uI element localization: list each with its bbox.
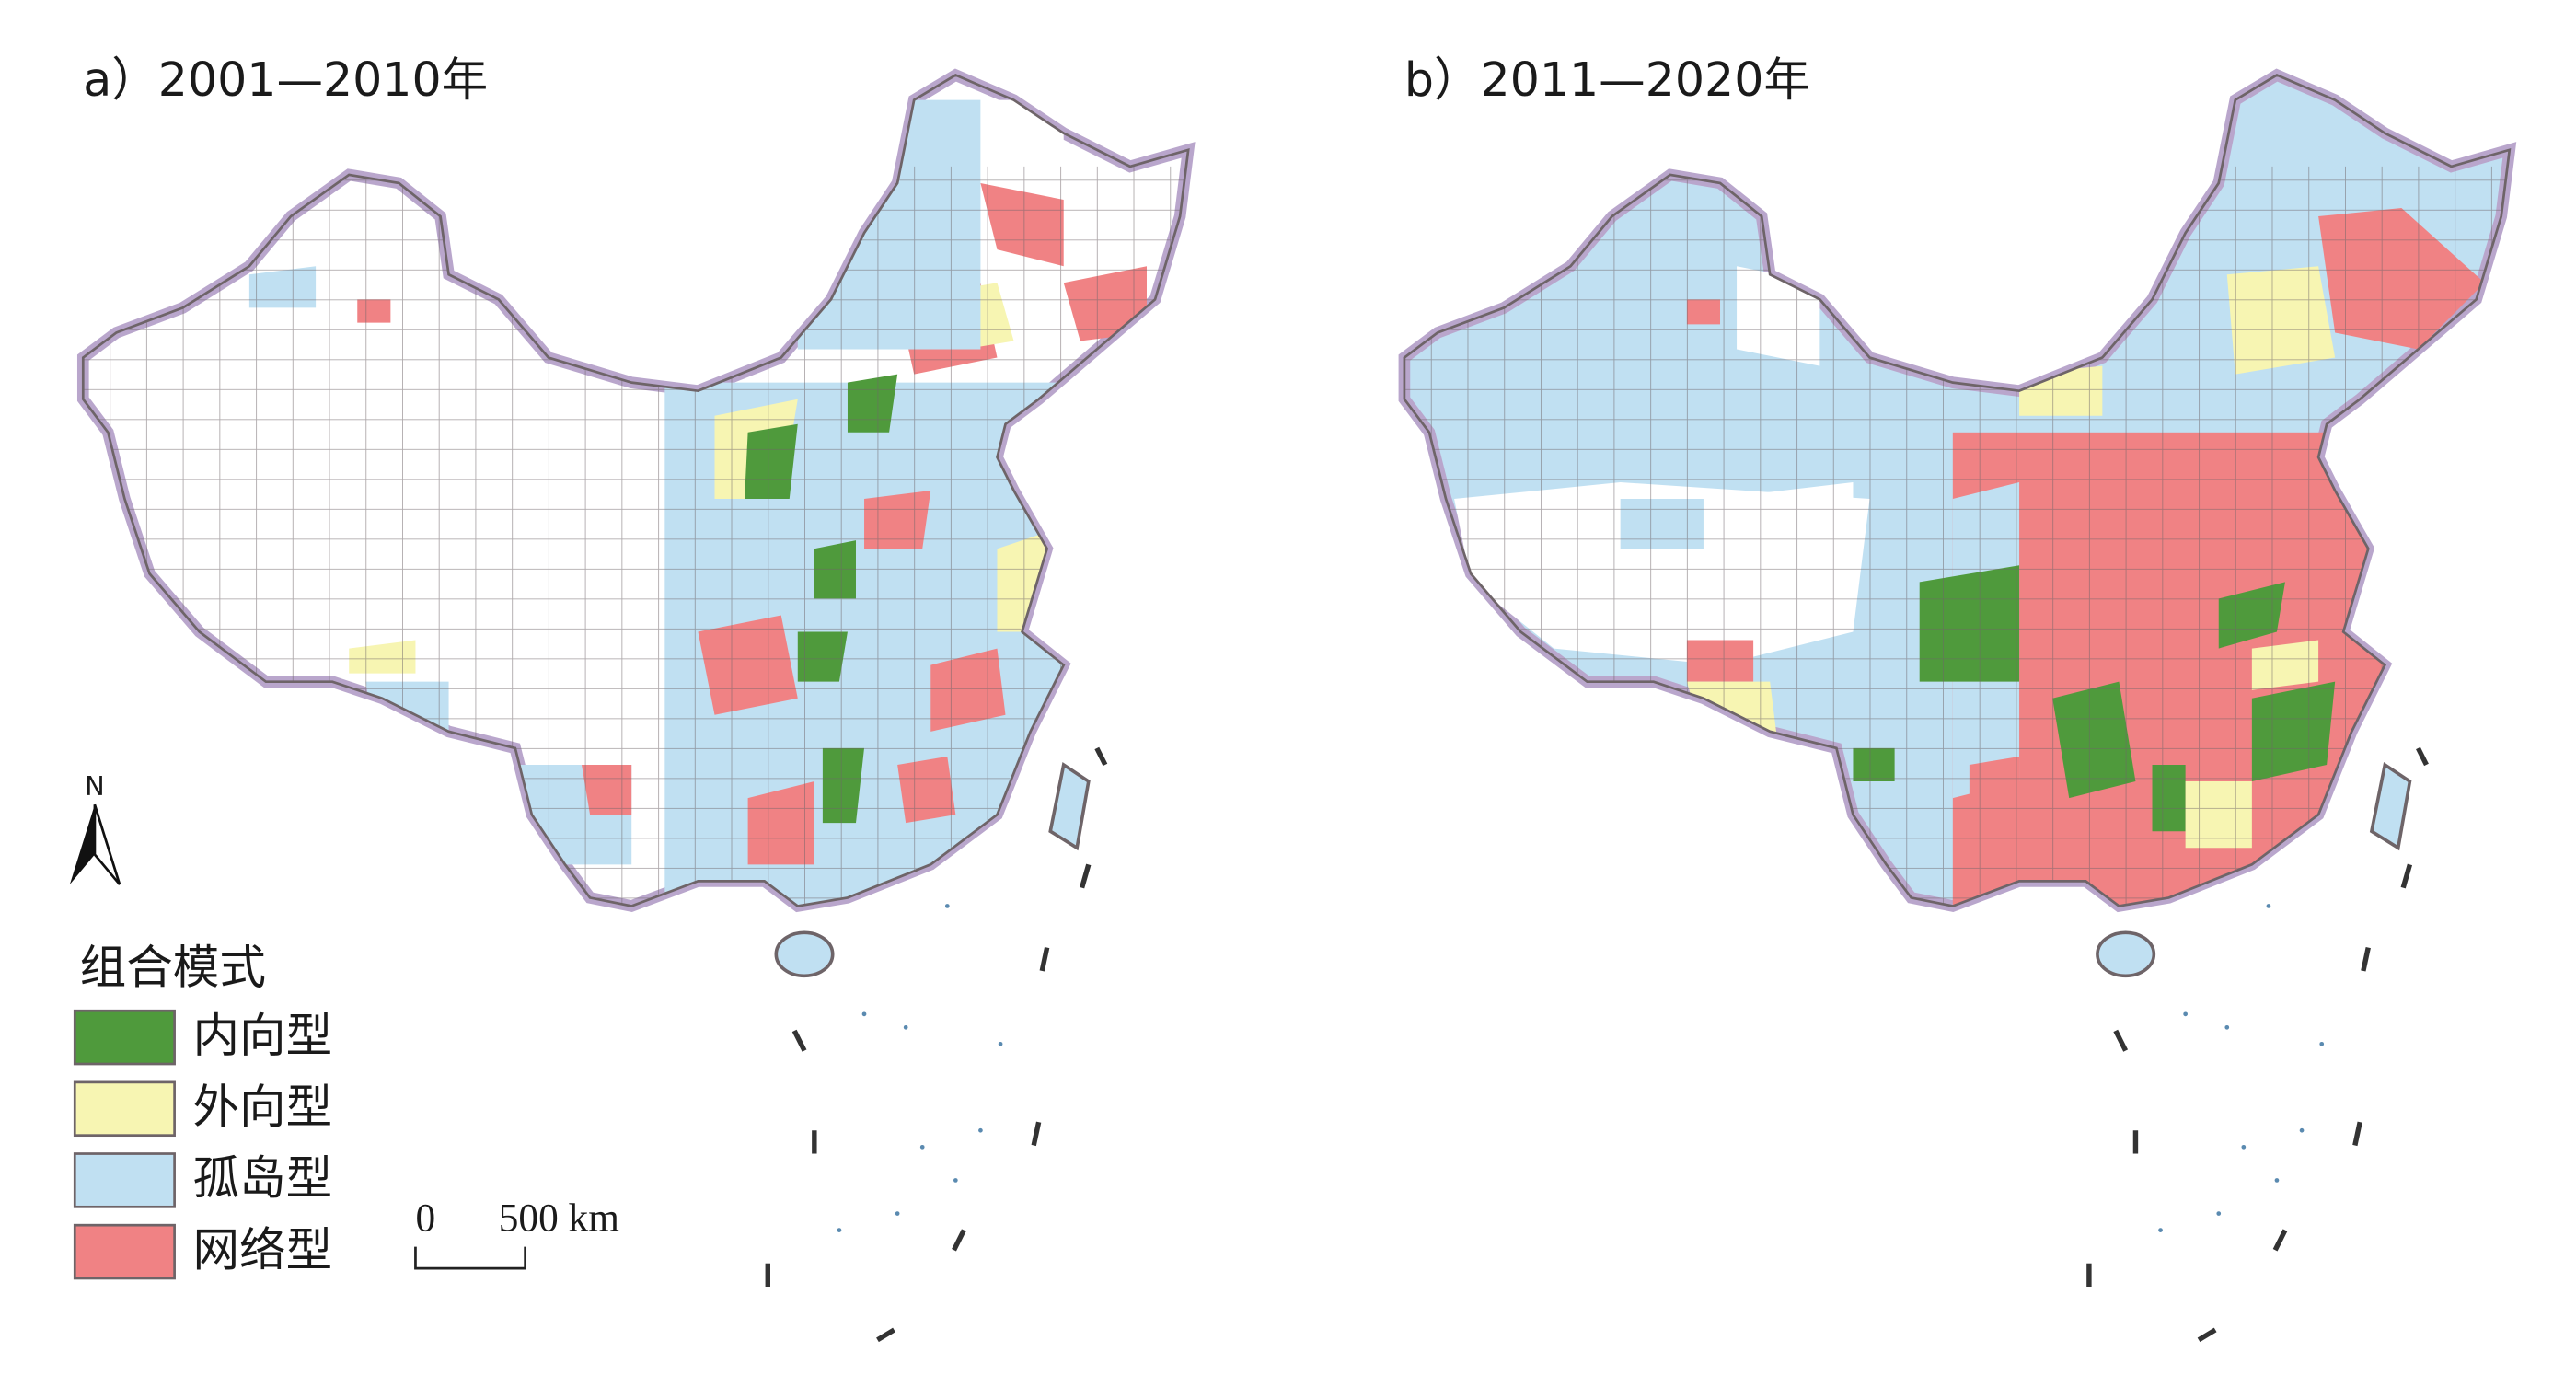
legend-label: 外向型	[192, 1080, 332, 1134]
north-arrow	[93, 803, 121, 885]
legend-label: 网络型	[192, 1222, 332, 1277]
scale-bar	[414, 1246, 526, 1270]
north-label: N	[85, 770, 105, 802]
legend-swatch	[73, 1223, 176, 1280]
legend-label: 内向型	[192, 1008, 332, 1062]
scale-label: 0	[415, 1196, 435, 1241]
legend-swatch	[73, 1009, 176, 1066]
panel-title: b）2011—2020年	[1404, 52, 1810, 107]
legend-title: 组合模式	[80, 940, 266, 994]
scale-label: 500 km	[499, 1196, 619, 1241]
panel-b-map	[1404, 75, 2535, 1343]
legend-swatch	[73, 1080, 176, 1138]
legend-label: 孤岛型	[192, 1151, 332, 1206]
legend-swatch	[73, 1152, 176, 1208]
panel-title: a）2001—2010年	[83, 52, 488, 107]
panel-a-map	[83, 75, 1213, 1343]
north-arrow	[69, 804, 95, 884]
